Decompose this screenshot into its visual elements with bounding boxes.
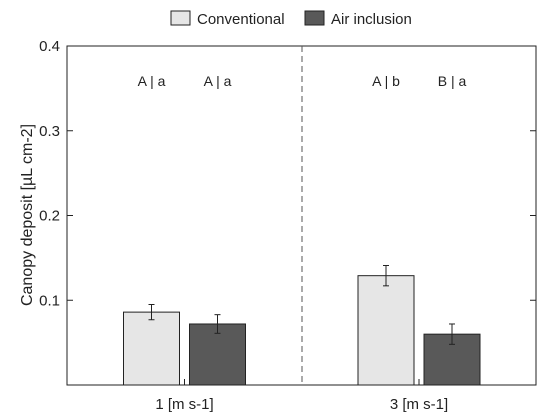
y-axis-ticks: 0.1 0.2 0.3 0.4 <box>39 38 536 309</box>
significance-annotations: A | a A | a A | b B | a <box>138 73 467 89</box>
legend-label-air-inclusion: Air inclusion <box>331 11 412 28</box>
y-tick-label: 0.1 <box>39 292 60 309</box>
significance-label: A | b <box>372 73 400 89</box>
significance-label: A | a <box>138 73 166 89</box>
y-axis-label: Canopy deposit [µL cm-2] <box>19 124 36 306</box>
x-tick-label: 3 [m s-1] <box>390 396 448 413</box>
bar-conventional-1 <box>357 275 415 386</box>
legend-swatch-conventional <box>170 10 191 26</box>
y-tick-label: 0.4 <box>39 38 60 55</box>
significance-label: A | a <box>204 73 232 89</box>
bar-conventional-0 <box>123 311 180 386</box>
y-tick-label: 0.3 <box>39 123 60 140</box>
x-axis-ticks: 1 [m s-1] 3 [m s-1] <box>155 379 448 413</box>
legend-swatch-air-inclusion <box>304 10 325 26</box>
legend-label-conventional: Conventional <box>197 11 285 28</box>
legend: Conventional Air inclusion <box>170 10 412 28</box>
y-tick-label: 0.2 <box>39 208 60 225</box>
error-bars <box>148 265 455 345</box>
x-tick-label: 1 [m s-1] <box>155 396 213 413</box>
significance-label: B | a <box>438 73 467 89</box>
